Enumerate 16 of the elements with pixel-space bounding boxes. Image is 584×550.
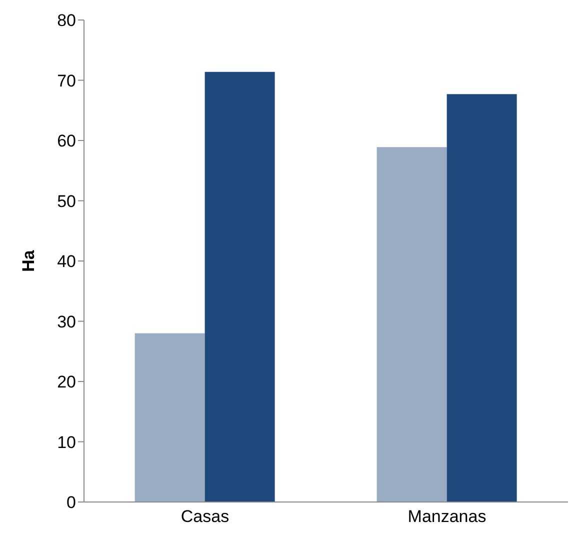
- bar: [204, 72, 275, 502]
- y-tick-label: 70: [57, 71, 76, 90]
- y-tick-label: 50: [57, 192, 76, 211]
- bar: [446, 94, 517, 502]
- y-tick-label: 20: [57, 372, 76, 392]
- y-axis-title: Ha: [19, 250, 38, 272]
- y-tick-label: 80: [57, 11, 76, 30]
- y-tick-label: 10: [57, 432, 76, 452]
- y-tick-label: 30: [57, 312, 76, 332]
- x-tick-label: Manzanas: [408, 507, 486, 526]
- bar: [376, 147, 447, 502]
- y-tick-label: 0: [66, 493, 76, 512]
- bar: [134, 333, 205, 502]
- y-tick-label: 60: [57, 132, 76, 151]
- x-tick-label: Casas: [180, 507, 230, 526]
- y-tick-label: 40: [57, 252, 76, 272]
